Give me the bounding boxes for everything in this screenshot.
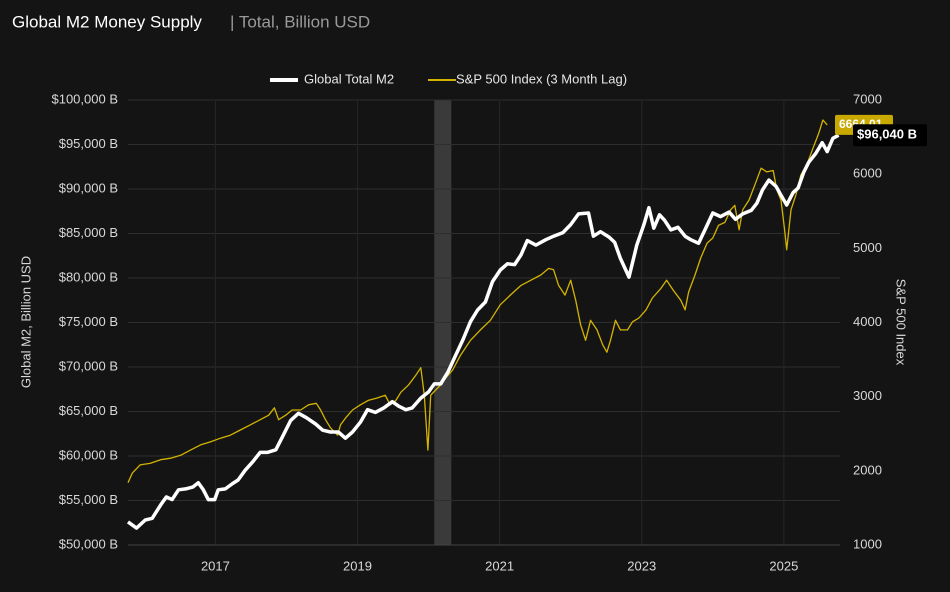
y2-tick-label: 3000: [853, 388, 882, 403]
y-tick-label: $50,000 B: [59, 536, 118, 551]
y2-tick-label: 7000: [853, 91, 882, 106]
y-tick-label: $55,000 B: [59, 492, 118, 507]
y-axis-label: Global M2, Billion USD: [18, 256, 33, 388]
x-tick-label: 2025: [769, 558, 798, 573]
end-label: $96,040 B: [857, 127, 917, 142]
y-tick-label: $65,000 B: [59, 403, 118, 418]
y2-tick-label: 5000: [853, 240, 882, 255]
legend-label: Global Total M2: [304, 71, 394, 86]
y2-tick-label: 2000: [853, 462, 882, 477]
y-tick-label: $85,000 B: [59, 225, 118, 240]
end-label-box: [853, 124, 927, 147]
y-tick-label: $95,000 B: [59, 136, 118, 151]
x-tick-label: 2019: [343, 558, 372, 573]
y-tick-label: $90,000 B: [59, 180, 118, 195]
chart-subtitle: | Total, Billion USD: [230, 12, 370, 31]
y-tick-label: $70,000 B: [59, 358, 118, 373]
line-series: [127, 119, 828, 483]
y2-axis-label: S&P 500 Index: [894, 279, 909, 366]
legend-label: S&P 500 Index (3 Month Lag): [456, 71, 627, 86]
y-tick-label: $100,000 B: [51, 91, 118, 106]
y-tick-label: $75,000 B: [59, 314, 118, 329]
x-tick-label: 2023: [627, 558, 656, 573]
x-tick-label: 2021: [485, 558, 514, 573]
y2-tick-label: 6000: [853, 166, 882, 181]
chart-title: Global M2 Money Supply: [12, 12, 202, 31]
x-tick-label: 2017: [201, 558, 230, 573]
y-tick-label: $60,000 B: [59, 447, 118, 462]
y2-tick-label: 1000: [853, 536, 882, 551]
line-series: [126, 133, 840, 530]
y-tick-label: $80,000 B: [59, 269, 118, 284]
y2-tick-label: 4000: [853, 314, 882, 329]
